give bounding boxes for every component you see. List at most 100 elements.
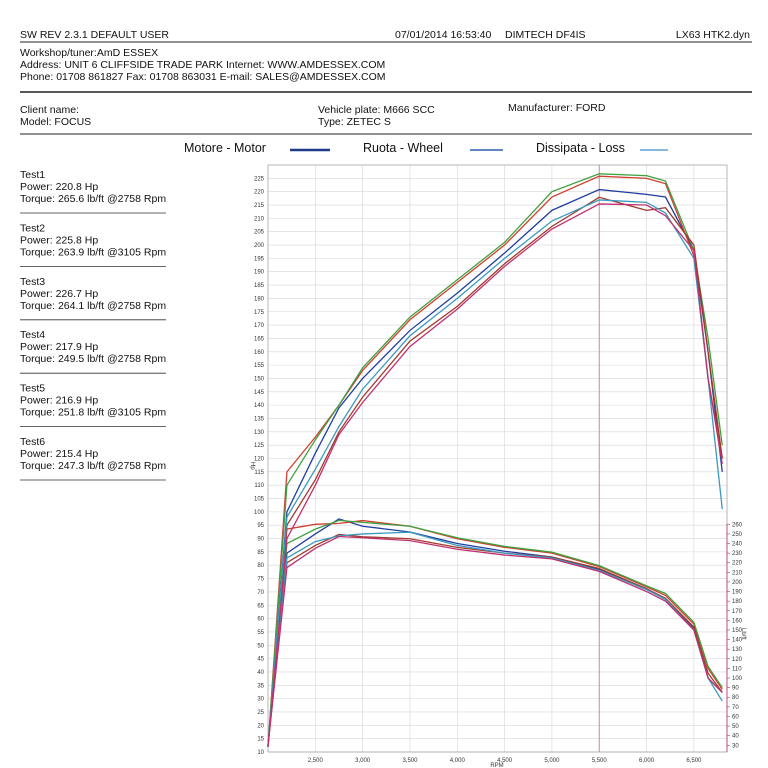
torque-curve — [267, 519, 723, 746]
model: Model: FOCUS — [20, 116, 91, 128]
y-tick-label: 190 — [254, 270, 265, 276]
power-curve — [267, 196, 723, 747]
y-tick-label: 60 — [257, 617, 264, 623]
x-tick-label: 5,000 — [544, 758, 560, 764]
y2-tick-label: 160 — [732, 618, 743, 624]
y2-tick-label: 30 — [732, 743, 739, 749]
y-tick-label: 185 — [254, 283, 265, 289]
legend: Motore - Motor Ruota - Wheel Dissipata - L… — [184, 141, 668, 155]
torque-curve — [267, 518, 723, 746]
y-tick-label: 125 — [254, 443, 265, 449]
y-tick-label: 70 — [257, 590, 264, 596]
y-tick-label: 130 — [254, 430, 265, 436]
y-tick-label: 170 — [254, 323, 265, 329]
y2-tick-label: 240 — [732, 542, 743, 548]
plot-frame — [267, 164, 728, 753]
y2-tick-label: 90 — [732, 686, 739, 692]
y2-tick-label: 140 — [732, 638, 743, 644]
device: DIMTECH DF4IS — [505, 29, 586, 41]
manufacturer: Manufacturer: FORD — [508, 102, 606, 114]
y-tick-label: 135 — [254, 416, 265, 422]
x-tick-label: 4,000 — [450, 758, 466, 764]
y-tick-label: 10 — [257, 750, 264, 756]
y2-tick-label: 250 — [732, 532, 743, 538]
test-torque: Torque: 265.6 lb/ft @2758 Rpm — [20, 193, 166, 205]
test-name: Test1 — [20, 169, 45, 181]
y-tick-label: 85 — [257, 550, 264, 556]
x-tick-label: 3,000 — [355, 758, 371, 764]
test-torque: Torque: 249.5 lb/ft @2758 Rpm — [20, 353, 166, 365]
x-axis-label: RPM — [490, 763, 503, 768]
x-tick-label: 6,000 — [639, 758, 655, 764]
y2-axis-label: Lb/ft — [740, 628, 746, 640]
legend-label: Dissipata - Loss — [536, 141, 625, 155]
y2-tick-label: 40 — [732, 734, 739, 740]
y-tick-label: 100 — [254, 510, 265, 516]
test-power: Power: 215.4 Hp — [20, 448, 98, 460]
x-tick-label: 3,500 — [402, 758, 418, 764]
y-tick-label: 120 — [254, 457, 265, 463]
y2-tick-label: 180 — [732, 599, 743, 605]
file: LX63 HTK2.dyn — [676, 29, 750, 41]
test-power: Power: 216.9 Hp — [20, 395, 98, 407]
test-name: Test2 — [20, 222, 45, 234]
y2-tick-label: 80 — [732, 695, 739, 701]
y2-tick-label: 220 — [732, 561, 743, 567]
power-curve — [267, 173, 723, 747]
x-tick-label: 5,500 — [592, 758, 608, 764]
y-tick-label: 225 — [254, 176, 265, 182]
y2-tick-label: 210 — [732, 570, 743, 576]
y-tick-label: 220 — [254, 190, 265, 196]
test-torque: Torque: 264.1 lb/ft @2758 Rpm — [20, 300, 166, 312]
test-name: Test4 — [20, 329, 45, 341]
y-tick-label: 215 — [254, 203, 265, 209]
test-power: Power: 225.8 Hp — [20, 234, 98, 246]
software: SW REV 2.3.1 DEFAULT USER — [20, 29, 169, 41]
y2-tick-label: 60 — [732, 714, 739, 720]
y2-tick-label: 260 — [732, 522, 743, 528]
y-tick-label: 150 — [254, 376, 265, 382]
test-power: Power: 220.8 Hp — [20, 181, 98, 193]
y-tick-label: 65 — [257, 603, 264, 609]
y2-tick-label: 110 — [732, 666, 742, 672]
y2-tick-label: 190 — [732, 590, 743, 596]
client: Client name: — [20, 104, 79, 116]
y-tick-label: 210 — [254, 216, 265, 222]
y-tick-label: 55 — [257, 630, 264, 636]
test-name: Test5 — [20, 383, 45, 395]
y-tick-label: 25 — [257, 710, 264, 716]
y2-tick-label: 170 — [732, 609, 743, 615]
y-tick-label: 155 — [254, 363, 265, 369]
torque-curve — [267, 531, 723, 746]
torque-curve — [267, 519, 723, 746]
y-tick-label: 195 — [254, 256, 265, 262]
y2-tick-label: 120 — [732, 657, 743, 663]
y2-tick-label: 200 — [732, 580, 743, 586]
y-tick-label: 140 — [254, 403, 265, 409]
x-tick-label: 4,500 — [497, 758, 513, 764]
legend-label: Motore - Motor — [184, 141, 266, 155]
y-tick-label: 80 — [257, 563, 264, 569]
y2-tick-label: 230 — [732, 551, 743, 557]
y-tick-label: 50 — [257, 643, 264, 649]
y-tick-label: 35 — [257, 683, 264, 689]
y-tick-label: 110 — [254, 483, 264, 489]
y2-tick-label: 50 — [732, 724, 739, 730]
y-tick-label: 45 — [257, 657, 264, 663]
y2-tick-label: 70 — [732, 705, 739, 711]
torque-curve — [267, 535, 723, 746]
workshop: Workshop/tuner:AmD ESSEX — [20, 47, 158, 59]
test-torque: Torque: 247.3 lb/ft @2758 Rpm — [20, 460, 166, 472]
test-power: Power: 226.7 Hp — [20, 288, 98, 300]
y-tick-label: 95 — [257, 523, 264, 529]
chart: 10 15 20 25 30 35 40 45 50 55 60 65 70 75 80 85 90 95 100 1… — [249, 164, 746, 768]
y-tick-label: 145 — [254, 390, 265, 396]
x-tick-label: 6,500 — [686, 758, 702, 764]
test-name: Test3 — [20, 276, 45, 288]
y-tick-label: 90 — [257, 537, 264, 543]
y-axis-label: Hp — [249, 462, 255, 470]
y2-tick-label: 130 — [732, 647, 743, 653]
